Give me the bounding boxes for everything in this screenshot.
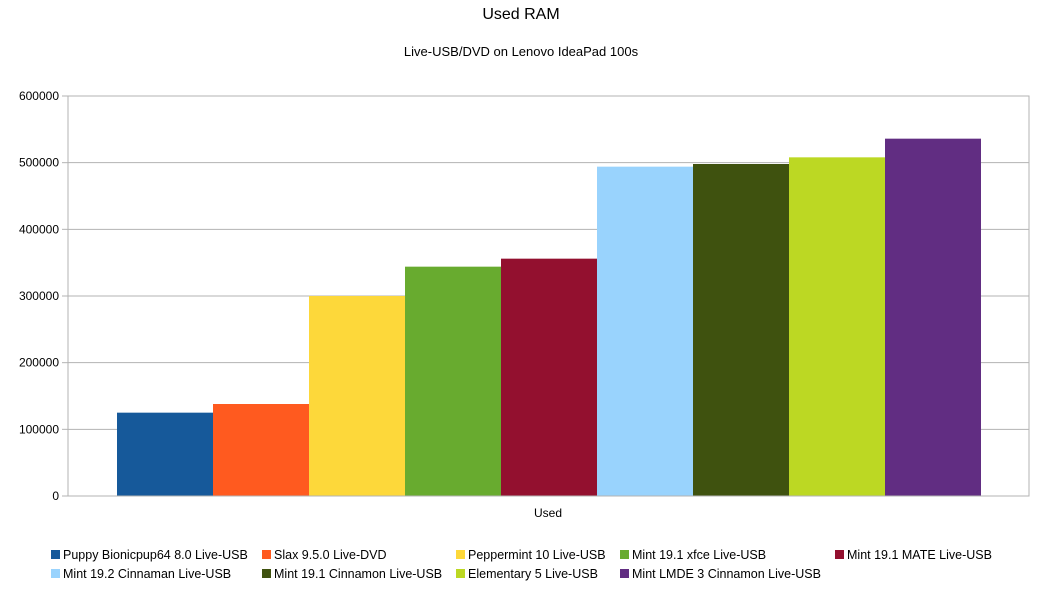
legend-swatch xyxy=(456,569,465,578)
plot-area-frame xyxy=(67,95,1030,497)
y-tick-label: 600000 xyxy=(19,89,59,103)
legend-swatch xyxy=(262,550,271,559)
legend-label: Mint 19.1 xfce Live-USB xyxy=(632,548,766,562)
legend-swatch xyxy=(620,550,629,559)
legend-swatch xyxy=(620,569,629,578)
y-tick-label: 100000 xyxy=(19,422,59,436)
legend-label: Puppy Bionicpup64 8.0 Live-USB xyxy=(63,548,248,562)
legend-label: Mint 19.2 Cinnaman Live-USB xyxy=(63,567,231,581)
bar-9 xyxy=(885,138,981,496)
legend-label: Elementary 5 Live-USB xyxy=(468,567,598,581)
y-tick-label: 400000 xyxy=(19,222,59,236)
bar-6 xyxy=(597,166,693,496)
legend: Puppy Bionicpup64 8.0 Live-USB Slax 9.5.0… xyxy=(51,548,992,581)
legend-label: Slax 9.5.0 Live-DVD xyxy=(274,548,387,562)
legend-label: Mint 19.1 Cinnamon Live-USB xyxy=(274,567,442,581)
bar-8 xyxy=(789,157,885,497)
y-tick-label: 0 xyxy=(52,489,59,503)
y-tick-label: 200000 xyxy=(19,356,59,370)
bar-3 xyxy=(309,296,405,496)
legend-entry-5: Mint 19.1 MATE Live-USB xyxy=(835,548,992,562)
bar-4 xyxy=(405,266,501,496)
legend-label: Mint 19.1 MATE Live-USB xyxy=(847,548,992,562)
x-category-label: Used xyxy=(534,506,562,520)
bar-7 xyxy=(693,164,789,496)
y-tick-label: 300000 xyxy=(19,289,59,303)
legend-swatch xyxy=(51,550,60,559)
legend-swatch xyxy=(835,550,844,559)
legend-label: Peppermint 10 Live-USB xyxy=(468,548,606,562)
bars xyxy=(117,138,981,497)
chart-subtitle: Live-USB/DVD on Lenovo IdeaPad 100s xyxy=(404,44,639,59)
legend-entry-8: Elementary 5 Live-USB xyxy=(456,567,598,581)
legend-swatch xyxy=(51,569,60,578)
legend-label: Mint LMDE 3 Cinnamon Live-USB xyxy=(632,567,821,581)
legend-entry-3: Peppermint 10 Live-USB xyxy=(456,548,606,562)
legend-entry-6: Mint 19.2 Cinnaman Live-USB xyxy=(51,567,231,581)
chart-title: Used RAM xyxy=(482,6,559,23)
bar-2 xyxy=(213,404,309,496)
legend-entry-4: Mint 19.1 xfce Live-USB xyxy=(620,548,766,562)
legend-entry-1: Puppy Bionicpup64 8.0 Live-USB xyxy=(51,548,248,562)
y-tick-label: 500000 xyxy=(19,156,59,170)
legend-entry-2: Slax 9.5.0 Live-DVD xyxy=(262,548,387,562)
legend-entry-7: Mint 19.1 Cinnamon Live-USB xyxy=(262,567,442,581)
legend-swatch xyxy=(262,569,271,578)
legend-entry-9: Mint LMDE 3 Cinnamon Live-USB xyxy=(620,567,821,581)
legend-swatch xyxy=(456,550,465,559)
bar-1 xyxy=(117,412,213,496)
bar-5 xyxy=(501,258,597,496)
y-axis-ticks: 0 100000 200000 300000 400000 500000 600000 xyxy=(19,89,59,503)
